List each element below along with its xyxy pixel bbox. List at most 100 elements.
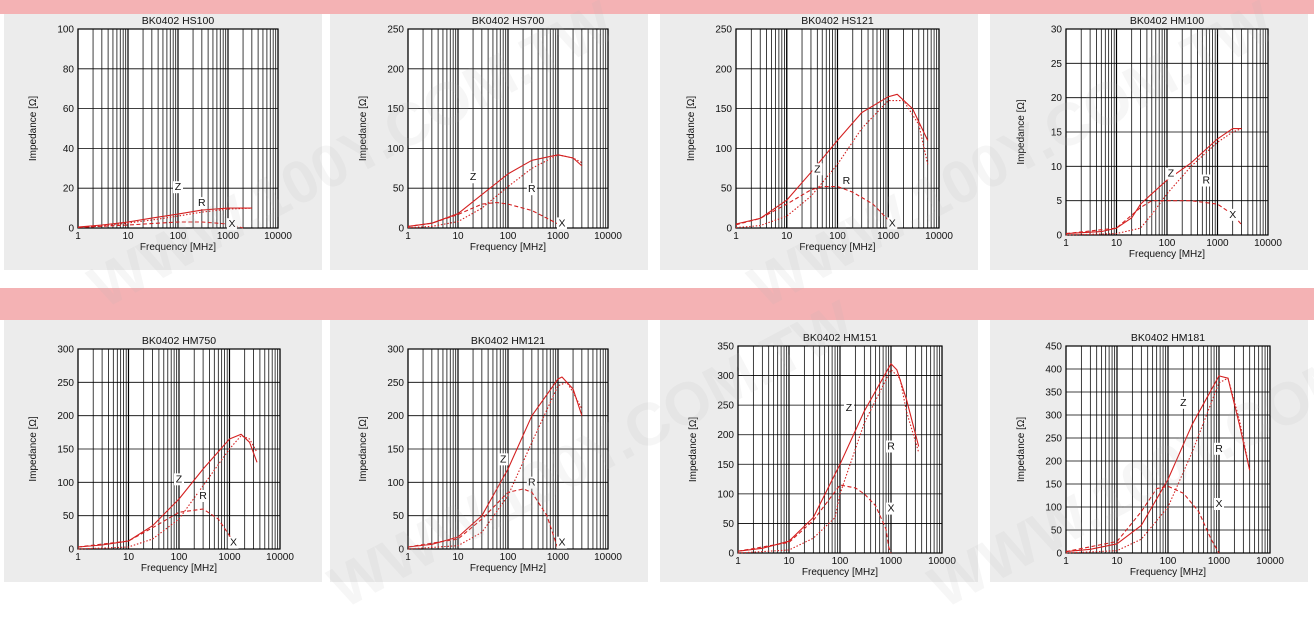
y-tick-label: 200 xyxy=(1045,457,1062,468)
series-x-line xyxy=(407,488,559,550)
x-tick-label: 1 xyxy=(405,552,411,563)
y-tick-label: 350 xyxy=(1045,388,1062,399)
y-tick-label: 100 xyxy=(715,144,732,155)
y-tick-label: 0 xyxy=(728,549,734,560)
y-tick-label: 60 xyxy=(63,104,75,115)
series-x-line xyxy=(735,186,898,229)
y-tick-label: 100 xyxy=(57,478,74,489)
series-x-line xyxy=(1065,485,1220,554)
curve-label-x: X xyxy=(889,217,896,229)
curve-label-background xyxy=(886,440,896,453)
series-x-line xyxy=(77,508,239,550)
chart-title: BK0402 HM181 xyxy=(1131,332,1205,344)
x-tick-label: 100 xyxy=(171,552,188,563)
y-tick-label: 0 xyxy=(1056,231,1062,242)
y-tick-label: 100 xyxy=(1045,503,1062,514)
x-tick-label: 100 xyxy=(829,231,846,242)
x-tick-label: 10 xyxy=(783,556,795,567)
x-tick-label: 10 xyxy=(122,231,134,242)
y-tick-label: 300 xyxy=(717,371,734,382)
curve-label-background xyxy=(1165,167,1176,180)
curve-label-x: X xyxy=(558,537,565,549)
x-tick-label: 10000 xyxy=(925,231,953,242)
chart-title: BK0402 HM750 xyxy=(142,335,216,347)
y-tick-label: 150 xyxy=(387,445,404,456)
x-tick-label: 1000 xyxy=(1208,556,1231,567)
curve-label-r: R xyxy=(199,490,207,502)
y-tick-label: 50 xyxy=(63,511,75,522)
curve-label-background xyxy=(843,402,854,415)
x-axis-label: Frequency [MHz] xyxy=(1129,249,1205,260)
x-tick-label: 1 xyxy=(405,231,411,242)
y-tick-label: 300 xyxy=(57,345,74,356)
curve-label-z: Z xyxy=(814,163,821,175)
curve-label-r: R xyxy=(1215,443,1223,455)
series-x-line xyxy=(407,201,568,229)
x-tick-label: 10000 xyxy=(266,552,294,563)
chart-4: 0 5 10 15 20 25 30 1 10 100 1000 10000 BK0402 HM100 F… xyxy=(1016,15,1282,260)
x-axis-label: Frequency [MHz] xyxy=(140,242,216,253)
x-tick-label: 1 xyxy=(733,231,739,242)
y-tick-label: 100 xyxy=(387,478,404,489)
curve-label-background xyxy=(886,502,896,515)
y-tick-label: 0 xyxy=(68,224,74,235)
curve-label-r: R xyxy=(528,183,536,195)
curve-label-background xyxy=(887,217,898,230)
curve-label-background xyxy=(173,181,183,194)
curve-label-z: Z xyxy=(846,402,853,414)
curve-label-background xyxy=(556,536,567,549)
x-tick-label: 1 xyxy=(75,552,81,563)
y-tick-label: 15 xyxy=(1051,128,1063,139)
curve-label-background xyxy=(226,218,237,231)
y-tick-label: 200 xyxy=(715,64,732,75)
x-tick-label: 100 xyxy=(500,552,517,563)
y-tick-label: 5 xyxy=(1056,196,1062,207)
y-tick-label: 40 xyxy=(63,144,75,155)
series-z-line xyxy=(77,433,258,548)
y-tick-label: 200 xyxy=(717,430,734,441)
y-tick-label: 200 xyxy=(57,411,74,422)
y-tick-label: 200 xyxy=(387,411,404,422)
y-tick-label: 400 xyxy=(1045,365,1062,376)
chart-7: 0 50 100 150 200 250 300 350 1 10 100 1000 10000 BK04… xyxy=(688,332,956,578)
chart-title: BK0402 HS121 xyxy=(801,15,874,27)
x-tick-label: 1000 xyxy=(547,552,570,563)
x-tick-label: 10 xyxy=(1111,556,1123,567)
x-axis-label: Frequency [MHz] xyxy=(141,563,217,574)
y-tick-label: 50 xyxy=(393,511,405,522)
y-axis-label: Impedance [Ω] xyxy=(688,417,699,483)
y-tick-label: 100 xyxy=(387,144,404,155)
x-axis-label: Frequency [MHz] xyxy=(470,563,546,574)
curve-label-r: R xyxy=(198,197,206,209)
y-tick-label: 0 xyxy=(398,224,404,235)
plot-border xyxy=(77,28,279,229)
x-tick-label: 10000 xyxy=(264,231,292,242)
curve-label-r: R xyxy=(1202,175,1210,187)
series-z-line xyxy=(737,363,920,552)
chart-title: BK0402 HM151 xyxy=(803,332,877,344)
plot-border xyxy=(407,348,609,550)
curve-label-background xyxy=(556,217,567,230)
y-axis-label: Impedance [Ω] xyxy=(358,416,369,482)
y-tick-label: 150 xyxy=(57,445,74,456)
curve-label-x: X xyxy=(230,537,237,549)
x-tick-label: 1000 xyxy=(217,231,240,242)
y-tick-label: 0 xyxy=(398,545,404,556)
y-tick-label: 150 xyxy=(715,104,732,115)
x-tick-label: 1 xyxy=(1063,556,1069,567)
y-tick-label: 50 xyxy=(721,184,733,195)
x-axis-label: Frequency [MHz] xyxy=(802,567,878,578)
curve-label-r: R xyxy=(887,441,895,453)
x-tick-label: 10 xyxy=(452,552,464,563)
curve-label-z: Z xyxy=(175,181,182,193)
y-tick-label: 30 xyxy=(1051,25,1063,36)
x-tick-label: 10000 xyxy=(1254,238,1282,249)
curve-label-z: Z xyxy=(1180,397,1187,409)
curve-label-background xyxy=(812,163,823,176)
x-tick-label: 10000 xyxy=(594,231,622,242)
y-tick-label: 150 xyxy=(1045,480,1062,491)
header-band-top xyxy=(0,0,1314,14)
x-tick-label: 100 xyxy=(832,556,849,567)
y-tick-label: 25 xyxy=(1051,59,1063,70)
